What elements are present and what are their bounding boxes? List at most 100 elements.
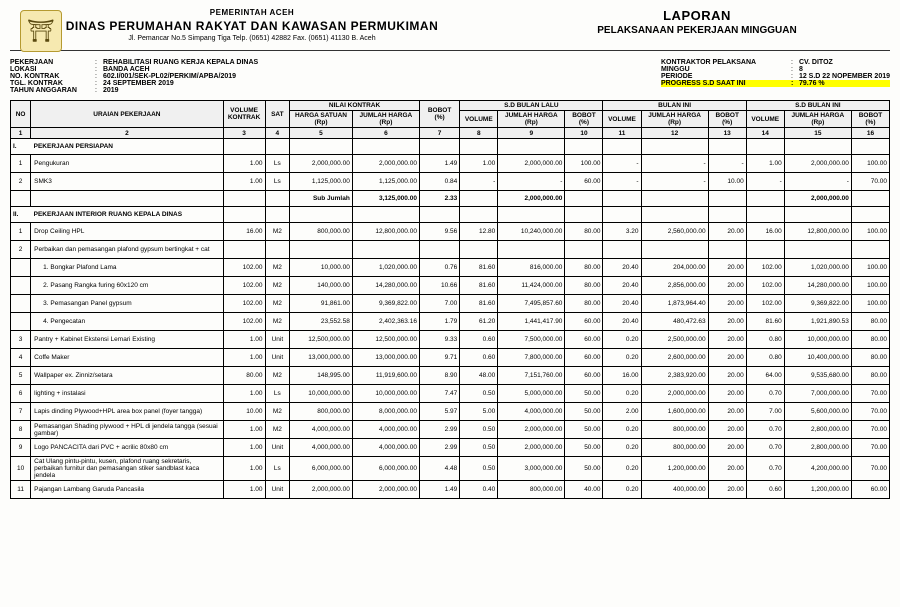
meta-label: PEKERJAAN (10, 59, 95, 66)
cell: 9,535,680.00 (784, 367, 851, 385)
meta-value: REHABILITASI RUANG KERJA KEPALA DINAS (103, 59, 258, 66)
cell: 0.40 (460, 481, 498, 499)
cell: 16.00 (603, 367, 641, 385)
cell: 70.00 (851, 421, 889, 439)
meta-left: PEKERJAAN:REHABILITASI RUANG KERJA KEPAL… (10, 59, 258, 94)
cell: 3,125,000.00 (352, 191, 419, 207)
cell: 0.50 (460, 439, 498, 457)
cell: 4 (11, 349, 31, 367)
cell: 70.00 (851, 439, 889, 457)
uraian: 3. Pemasangan Panel gypsum (31, 295, 223, 313)
table-body: I.PEKERJAAN PERSIAPAN1Pengukuran1.00Ls2,… (11, 139, 890, 499)
cell: 12.80 (460, 223, 498, 241)
cell (419, 207, 459, 223)
cell: 2,000,000.00 (352, 155, 419, 173)
cell: 80.00 (851, 313, 889, 331)
cell: 5,600,000.00 (784, 403, 851, 421)
cell: 1.49 (419, 155, 459, 173)
cell: 10.00 (708, 173, 746, 191)
cell (498, 207, 565, 223)
uraian: Lapis dinding Plywood+HPL area box panel… (31, 403, 223, 421)
cell: 140,000.00 (290, 277, 353, 295)
cell: 0.50 (460, 457, 498, 481)
cell (265, 241, 290, 259)
meta-value: CV. DITOZ (799, 59, 833, 66)
logo (20, 10, 62, 52)
cell (851, 139, 889, 155)
th: JUMLAH HARGA (Rp) (641, 111, 708, 128)
th: BOBOT (%) (708, 111, 746, 128)
cell: 20.00 (708, 295, 746, 313)
cell: 50.00 (565, 403, 603, 421)
cell: 1.00 (223, 421, 265, 439)
cell: 7.00 (419, 295, 459, 313)
header-left: PEMERINTAH ACEH DINAS PERUMAHAN RAKYAT D… (10, 8, 494, 42)
cell: - (498, 173, 565, 191)
cell: 4,000,000.00 (498, 403, 565, 421)
th: BOBOT (%) (851, 111, 889, 128)
colnum: 14 (746, 128, 784, 139)
cell: 60.00 (565, 349, 603, 367)
cell (265, 191, 290, 207)
cell: 9,369,822.00 (352, 295, 419, 313)
th: NO (11, 101, 31, 128)
cell: 20.40 (603, 295, 641, 313)
report-subtitle: PELAKSANAAN PEKERJAAN MINGGUAN (504, 25, 890, 36)
progress-row: PROGRESS S.D SAAT INI:79.76 % (661, 80, 890, 87)
cell: 10 (11, 457, 31, 481)
cell: 14,280,000.00 (784, 277, 851, 295)
cell: 7,000,000.00 (784, 385, 851, 403)
cell: 0.50 (460, 385, 498, 403)
cell: 1.49 (419, 481, 459, 499)
cell: 81.60 (460, 277, 498, 295)
cell: 10,000,000.00 (290, 385, 353, 403)
meta-label: TGL. KONTRAK (10, 80, 95, 87)
uraian: Coffe Maker (31, 349, 223, 367)
th: BOBOT (%) (565, 111, 603, 128)
cell: 10,000,000.00 (784, 331, 851, 349)
meta-row: LOKASI:BANDA ACEH (10, 66, 258, 73)
cell (641, 241, 708, 259)
cell: 1.00 (223, 385, 265, 403)
colnum: 5 (290, 128, 353, 139)
cell: 20.00 (708, 223, 746, 241)
cell (708, 207, 746, 223)
cell (565, 191, 603, 207)
colnum: 15 (784, 128, 851, 139)
report-title: LAPORAN (504, 8, 890, 23)
cell: Ls (265, 385, 290, 403)
cell: M2 (265, 223, 290, 241)
cell: M2 (265, 313, 290, 331)
cell: 1.00 (223, 173, 265, 191)
cell (641, 191, 708, 207)
cell: 60.00 (565, 367, 603, 385)
cell: 2,000,000.00 (498, 421, 565, 439)
cell: 2,000,000.00 (784, 155, 851, 173)
cell: - (603, 173, 641, 191)
uraian: 4. Pengecatan (31, 313, 223, 331)
cell (223, 241, 265, 259)
cell: 4,000,000.00 (352, 421, 419, 439)
cell (641, 139, 708, 155)
cell: 9.71 (419, 349, 459, 367)
uraian: SMK3 (31, 173, 223, 191)
cell: 4,000,000.00 (290, 439, 353, 457)
cell (708, 139, 746, 155)
cell: 0.84 (419, 173, 459, 191)
uraian: Pantry + Kabinet Ekstensi Lemari Existin… (31, 331, 223, 349)
cell (460, 207, 498, 223)
cell (223, 139, 265, 155)
cell (641, 207, 708, 223)
cell: 0.20 (603, 331, 641, 349)
cell: - (460, 173, 498, 191)
cell (498, 241, 565, 259)
sub-label: Sub Jumlah (290, 191, 353, 207)
cell: 8.90 (419, 367, 459, 385)
uraian: 1. Bongkar Plafond Lama (31, 259, 223, 277)
colnum: 6 (352, 128, 419, 139)
cell: 5.00 (460, 403, 498, 421)
cell: 1,600,000.00 (641, 403, 708, 421)
uraian: Cat Ulang pintu-pintu, kusen, plafond ru… (31, 457, 223, 481)
cell: 20.40 (603, 259, 641, 277)
cell: 0.20 (603, 349, 641, 367)
